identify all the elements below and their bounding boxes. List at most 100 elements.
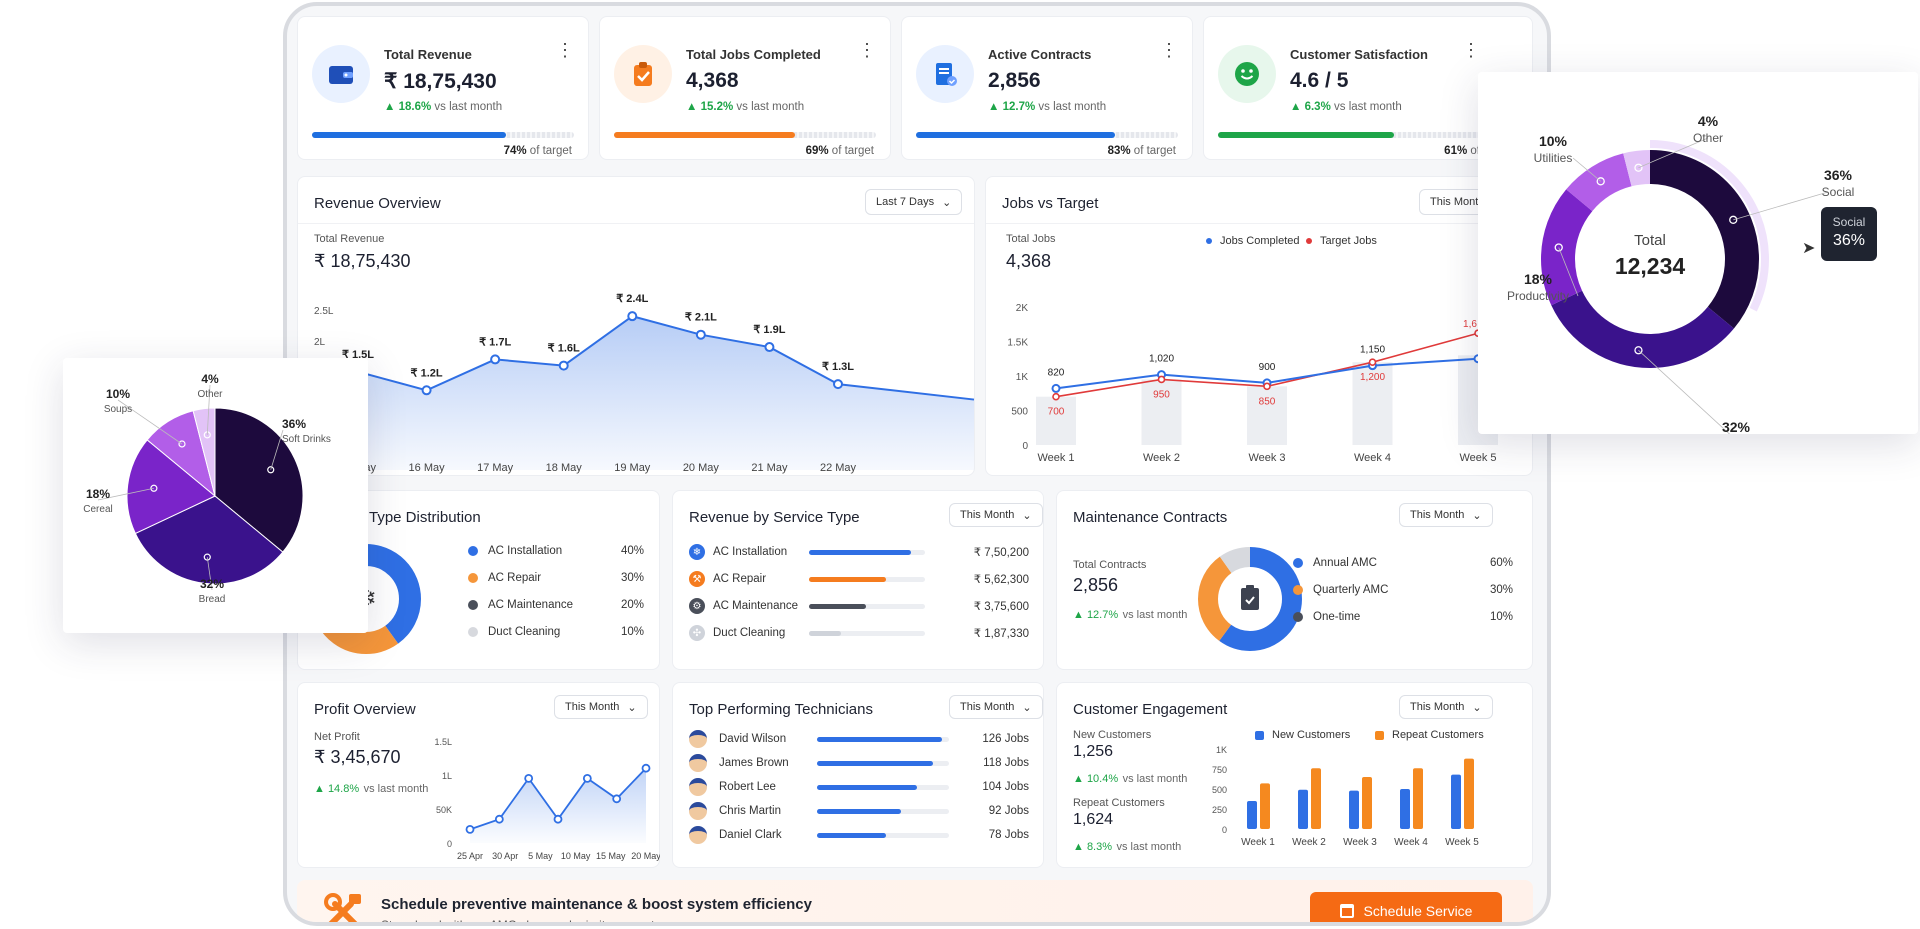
slice-marker bbox=[178, 440, 186, 448]
x-tick-label: 22 May bbox=[820, 462, 857, 474]
kpi-pct: 83% bbox=[1107, 145, 1131, 157]
service-label: AC Installation bbox=[713, 546, 788, 558]
new-customers-value: 1,256 bbox=[1073, 743, 1114, 760]
donut-segment bbox=[1541, 150, 1759, 368]
kpi-value: 4.6 / 5 bbox=[1290, 69, 1349, 92]
segment-marker bbox=[1554, 243, 1563, 252]
engagement-bar-chart: 1K 750 500 250 0 Week 1 Week 2 Week 3 Week 4 Week… bbox=[1212, 745, 1479, 848]
x-tick-label: Week 2 bbox=[1292, 837, 1326, 848]
x-tick-label: Week 4 bbox=[1394, 837, 1428, 848]
leader-line bbox=[270, 429, 284, 470]
schedule-service-button[interactable]: Schedule Service bbox=[1310, 892, 1502, 922]
jobs-vs-target-panel: Jobs vs Target This Month Total Jobs 4,3… bbox=[985, 176, 1533, 476]
more-options-icon[interactable]: ⋮ bbox=[1160, 40, 1178, 60]
kpi-card-satisfaction[interactable]: Customer Satisfaction 4.6 / 5 ▲ 6.3% vs … bbox=[1203, 16, 1533, 160]
donut-segment bbox=[1541, 150, 1759, 368]
service-revenue-row: ⚒ AC Repair ₹ 5,62,300 bbox=[689, 570, 1029, 588]
y-tick-label: 500 bbox=[1212, 785, 1227, 795]
x-tick-label: 5 May bbox=[528, 851, 553, 861]
x-tick-label: Week 3 bbox=[1343, 837, 1377, 848]
banner-title: Schedule preventive maintenance & boost … bbox=[381, 896, 812, 913]
segment-marker bbox=[1729, 215, 1738, 224]
document-check-icon bbox=[916, 45, 974, 103]
x-tick-label: Week 5 bbox=[1459, 452, 1496, 464]
service-revenue-row: ✣ Duct Cleaning ₹ 1,87,330 bbox=[689, 624, 1029, 642]
period-dropdown[interactable]: This Month ⌄ bbox=[554, 695, 648, 719]
wallet-icon bbox=[312, 45, 370, 103]
contracts-change: ▲ 12.7% bbox=[1073, 609, 1119, 621]
service-bar bbox=[809, 549, 925, 555]
period-dropdown[interactable]: This Month ⌄ bbox=[949, 695, 1043, 719]
revenue-point bbox=[627, 311, 638, 322]
legend-pct: 30% bbox=[620, 572, 644, 584]
profit-point bbox=[524, 774, 534, 783]
pie-slice bbox=[126, 439, 216, 535]
kpi-value: 2,856 bbox=[988, 69, 1041, 92]
kpi-card-contracts[interactable]: Active Contracts 2,856 ▲ 12.7% vs last m… bbox=[901, 16, 1193, 160]
legend-target-jobs: Target Jobs bbox=[1306, 235, 1377, 247]
panel-title: Type Distribution bbox=[369, 509, 481, 526]
tooltip-label: Social bbox=[1832, 215, 1866, 229]
period-dropdown[interactable]: This Month ⌄ bbox=[1399, 695, 1493, 719]
y-tick-label: 1.5K bbox=[1007, 338, 1028, 349]
x-tick-label: 20 May bbox=[631, 851, 660, 861]
avatar bbox=[689, 802, 707, 820]
kpi-card-jobs[interactable]: Total Jobs Completed 4,368 ▲ 15.2% vs la… bbox=[599, 16, 891, 160]
x-tick-label: 19 May bbox=[614, 462, 651, 474]
donut-segment bbox=[1541, 150, 1759, 368]
y-tick-label: 1L bbox=[442, 771, 452, 781]
technician-jobs: 104 Jobs bbox=[982, 781, 1029, 793]
technician-name: David Wilson bbox=[719, 733, 787, 745]
kpi-change-suffix: vs last month bbox=[1334, 101, 1402, 113]
service-icon: ⚙ bbox=[689, 598, 705, 614]
slice-pct: 32% bbox=[200, 577, 224, 591]
slice-label: Soups bbox=[104, 404, 132, 415]
period-dropdown[interactable]: This Month ⌄ bbox=[1399, 503, 1493, 527]
dashboard-device-frame: Total Revenue ₹ 18,75,430 ▲ 18.6% vs las… bbox=[283, 2, 1551, 926]
target-label: 700 bbox=[1048, 407, 1065, 418]
service-value: ₹ 1,87,330 bbox=[973, 628, 1029, 640]
completed-label: 1,020 bbox=[1149, 354, 1174, 365]
tooltip-value: 36% bbox=[1832, 232, 1866, 249]
panel-title: Revenue Overview bbox=[314, 195, 441, 212]
segment-pct: 18% bbox=[1524, 271, 1553, 287]
service-value: ₹ 7,50,200 bbox=[973, 547, 1029, 559]
slice-marker bbox=[150, 484, 158, 492]
revenue-point bbox=[421, 385, 432, 396]
x-tick-label: 17 May bbox=[477, 462, 514, 474]
chevron-down-icon: ⌄ bbox=[1472, 509, 1482, 522]
technician-jobs: 78 Jobs bbox=[988, 829, 1029, 841]
dropdown-label: This Month bbox=[960, 509, 1015, 521]
category-pie-card: 36% Soft Drinks 32% Bread 18% Cereal 10% Soups 4… bbox=[63, 358, 368, 633]
kpi-change: ▲ 12.7% bbox=[988, 101, 1036, 113]
kpi-card-revenue[interactable]: Total Revenue ₹ 18,75,430 ▲ 18.6% vs las… bbox=[297, 16, 589, 160]
more-options-icon[interactable]: ⋮ bbox=[1462, 40, 1480, 60]
more-options-icon[interactable]: ⋮ bbox=[858, 40, 876, 60]
target-point bbox=[1368, 358, 1377, 366]
revenue-data-label: ₹ 1.2L bbox=[411, 367, 443, 379]
segment-marker bbox=[1596, 177, 1605, 186]
legend-dot bbox=[468, 573, 478, 583]
technician-jobs: 118 Jobs bbox=[983, 757, 1029, 769]
y-tick-label: 1K bbox=[1216, 745, 1227, 755]
date-range-dropdown[interactable]: Last 7 Days ⌄ bbox=[865, 189, 963, 215]
dropdown-label: This Month bbox=[565, 701, 620, 713]
chevron-down-icon: ⌄ bbox=[627, 701, 637, 714]
legend-dot bbox=[1293, 558, 1303, 568]
kpi-progress bbox=[312, 132, 574, 138]
repeat-customers-value: 1,624 bbox=[1073, 811, 1114, 828]
jobs-label: Total Jobs bbox=[1006, 233, 1056, 245]
bar-column bbox=[1141, 379, 1182, 445]
kpi-pct: 74% bbox=[503, 145, 527, 157]
y-tick-label: 0 bbox=[1022, 441, 1028, 452]
panel-title: Revenue by Service Type bbox=[689, 509, 860, 526]
target-point bbox=[1052, 392, 1060, 401]
y-tick-label: 500 bbox=[1011, 407, 1028, 418]
technician-row: Daniel Clark 78 Jobs bbox=[689, 825, 1029, 845]
smiley-icon bbox=[1218, 45, 1276, 103]
period-dropdown[interactable]: This Month ⌄ bbox=[949, 503, 1043, 527]
service-legend-item: AC Repair 30% bbox=[468, 572, 644, 584]
kpi-pct-suffix: of target bbox=[831, 145, 874, 157]
more-options-icon[interactable]: ⋮ bbox=[556, 40, 574, 60]
